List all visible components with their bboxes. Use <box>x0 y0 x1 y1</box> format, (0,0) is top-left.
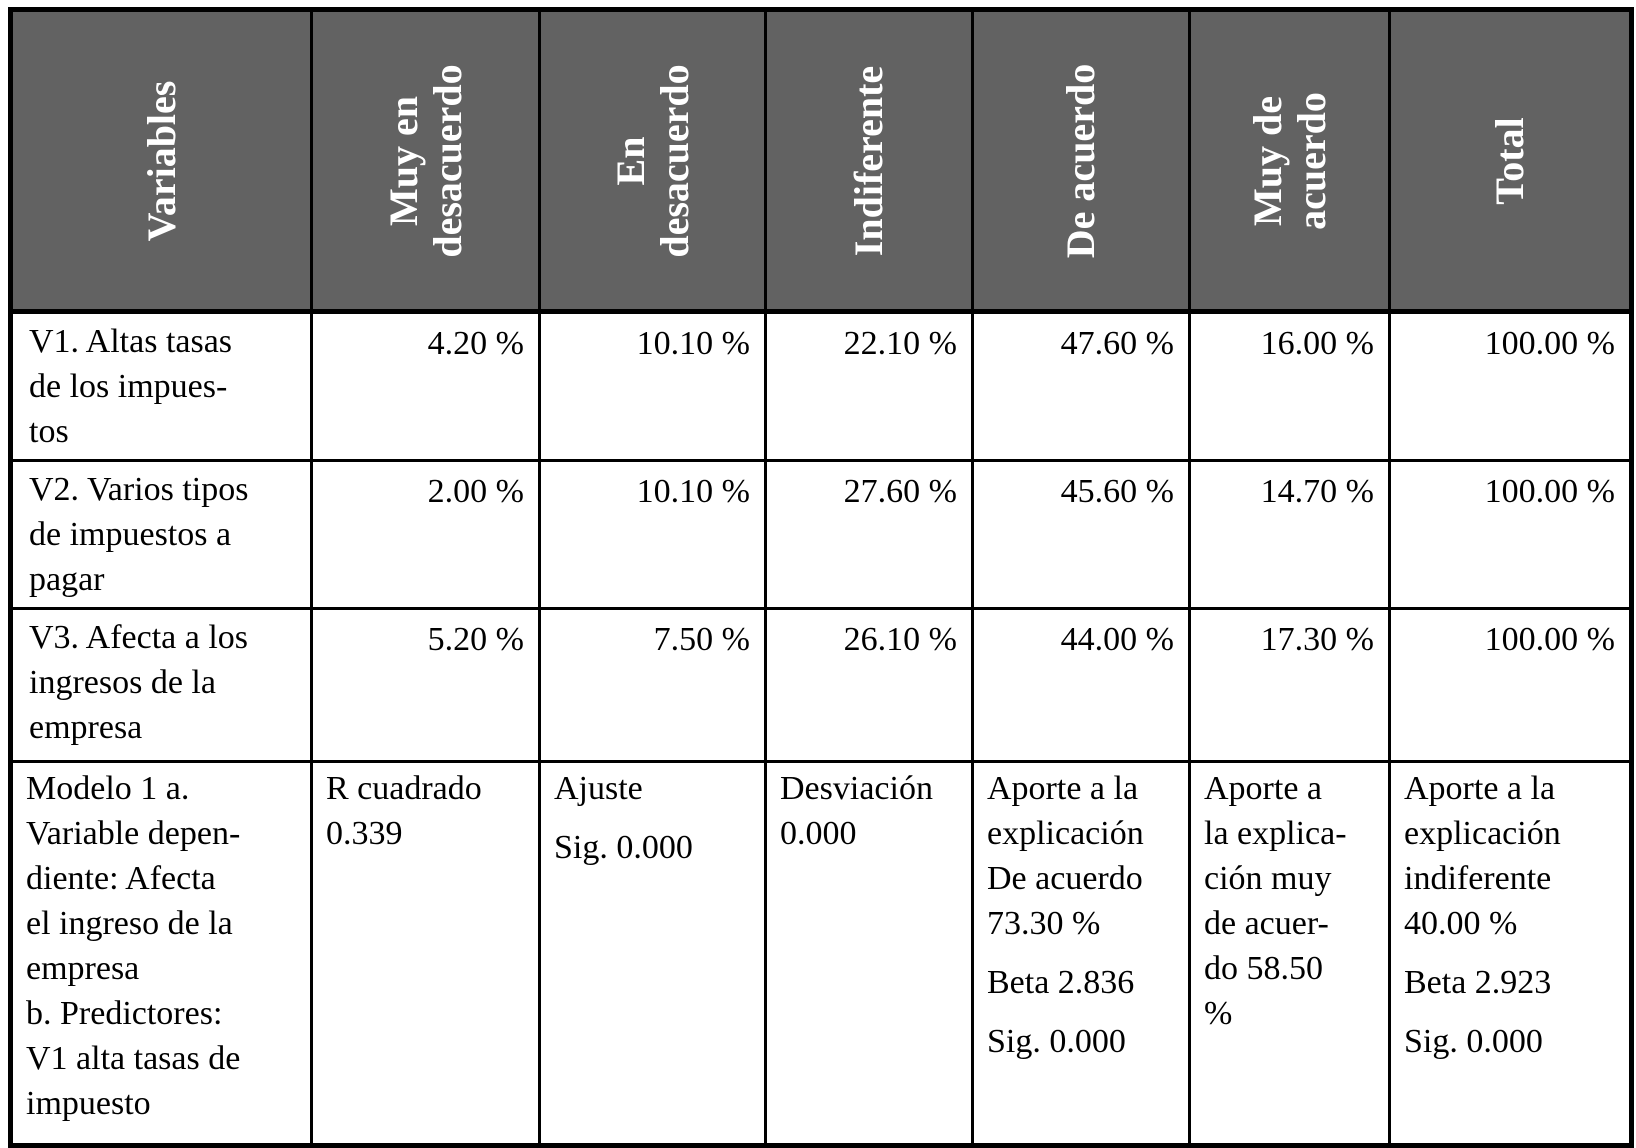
value-cell: 45.60 % <box>971 459 1191 610</box>
paragraph: Ajuste <box>554 770 643 807</box>
value-cell: 100.00 % <box>1388 607 1633 763</box>
value-cell: 10.10 % <box>538 310 767 462</box>
value-cell: 27.60 % <box>764 459 974 610</box>
paragraph: Sig. 0.000 <box>987 1023 1126 1060</box>
paragraph: Sig. 0.000 <box>554 829 693 866</box>
paragraph: Desviación 0.000 <box>780 770 933 852</box>
paragraph: Beta 2.836 <box>987 964 1135 1001</box>
model-description-cell: Modelo 1 a. Variable depen- diente: Afec… <box>9 760 313 1147</box>
column-header-label: En desacuerdo <box>607 63 697 258</box>
value-cell: 100.00 % <box>1388 310 1633 462</box>
column-header-muy-en-desacuerdo: Muy en desacuerdo <box>310 8 541 314</box>
table-row-v1: V1. Altas tasas de los impues- tos 4.20 … <box>9 310 1633 462</box>
value-cell: 44.00 % <box>971 607 1191 763</box>
column-header-label: Muy de acuerdo <box>1244 91 1334 230</box>
column-header-label: De acuerdo <box>1058 63 1103 258</box>
value-cell: 47.60 % <box>971 310 1191 462</box>
model-stat-cell: Aporte a la explicación De acuerdo 73.30… <box>971 760 1191 1147</box>
value-cell: 100.00 % <box>1388 459 1633 610</box>
results-table: Variables Muy en desacuerdo En desacuerd… <box>8 7 1634 1148</box>
variable-name-cell: V2. Varios tipos de impuestos a pagar <box>9 459 313 610</box>
column-header-label: Indiferente <box>846 65 891 256</box>
model-stat-cell: R cuadrado 0.339 <box>310 760 541 1147</box>
value-cell: 22.10 % <box>764 310 974 462</box>
model-stat-cell: Aporte a la explicación indiferente 40.0… <box>1388 760 1633 1147</box>
value-cell: 2.00 % <box>310 459 541 610</box>
paragraph: R cuadrado 0.339 <box>326 770 482 852</box>
column-header-total: Total <box>1388 8 1633 314</box>
model-stat-cell: Desviación 0.000 <box>764 760 974 1147</box>
value-cell: 7.50 % <box>538 607 767 763</box>
value-cell: 16.00 % <box>1188 310 1391 462</box>
value-cell: 26.10 % <box>764 607 974 763</box>
column-header-label: Muy en desacuerdo <box>380 63 470 258</box>
column-header-muy-de-acuerdo: Muy de acuerdo <box>1188 8 1391 314</box>
column-header-indiferente: Indiferente <box>764 8 974 314</box>
value-cell: 14.70 % <box>1188 459 1391 610</box>
variable-name-cell: V3. Afecta a los ingresos de la empresa <box>9 607 313 763</box>
paragraph: Sig. 0.000 <box>1404 1023 1543 1060</box>
paragraph: Aporte a la explicación De acuerdo 73.30… <box>987 770 1144 942</box>
paragraph: Beta 2.923 <box>1404 964 1552 1001</box>
header-row: Variables Muy en desacuerdo En desacuerd… <box>9 8 1633 314</box>
paragraph: Aporte a la explicación indiferente 40.0… <box>1404 770 1561 942</box>
model-stat-cell: Ajuste Sig. 0.000 <box>538 760 767 1147</box>
column-header-en-desacuerdo: En desacuerdo <box>538 8 767 314</box>
paragraph: Aporte a la explica- ción muy de acuer- … <box>1204 770 1347 1032</box>
column-header-label: Total <box>1487 116 1532 205</box>
column-header-de-acuerdo: De acuerdo <box>971 8 1191 314</box>
table-row-v2: V2. Varios tipos de impuestos a pagar 2.… <box>9 459 1633 610</box>
table-row-model: Modelo 1 a. Variable depen- diente: Afec… <box>9 760 1633 1147</box>
value-cell: 5.20 % <box>310 607 541 763</box>
variable-name-cell: V1. Altas tasas de los impues- tos <box>9 310 313 462</box>
model-stat-cell: Aporte a la explica- ción muy de acuer- … <box>1188 760 1391 1147</box>
column-header-variables: Variables <box>9 8 313 314</box>
value-cell: 10.10 % <box>538 459 767 610</box>
paragraph: Modelo 1 a. Variable depen- diente: Afec… <box>26 770 241 1122</box>
column-header-label: Variables <box>138 80 184 241</box>
value-cell: 17.30 % <box>1188 607 1391 763</box>
value-cell: 4.20 % <box>310 310 541 462</box>
table-row-v3: V3. Afecta a los ingresos de la empresa … <box>9 607 1633 763</box>
